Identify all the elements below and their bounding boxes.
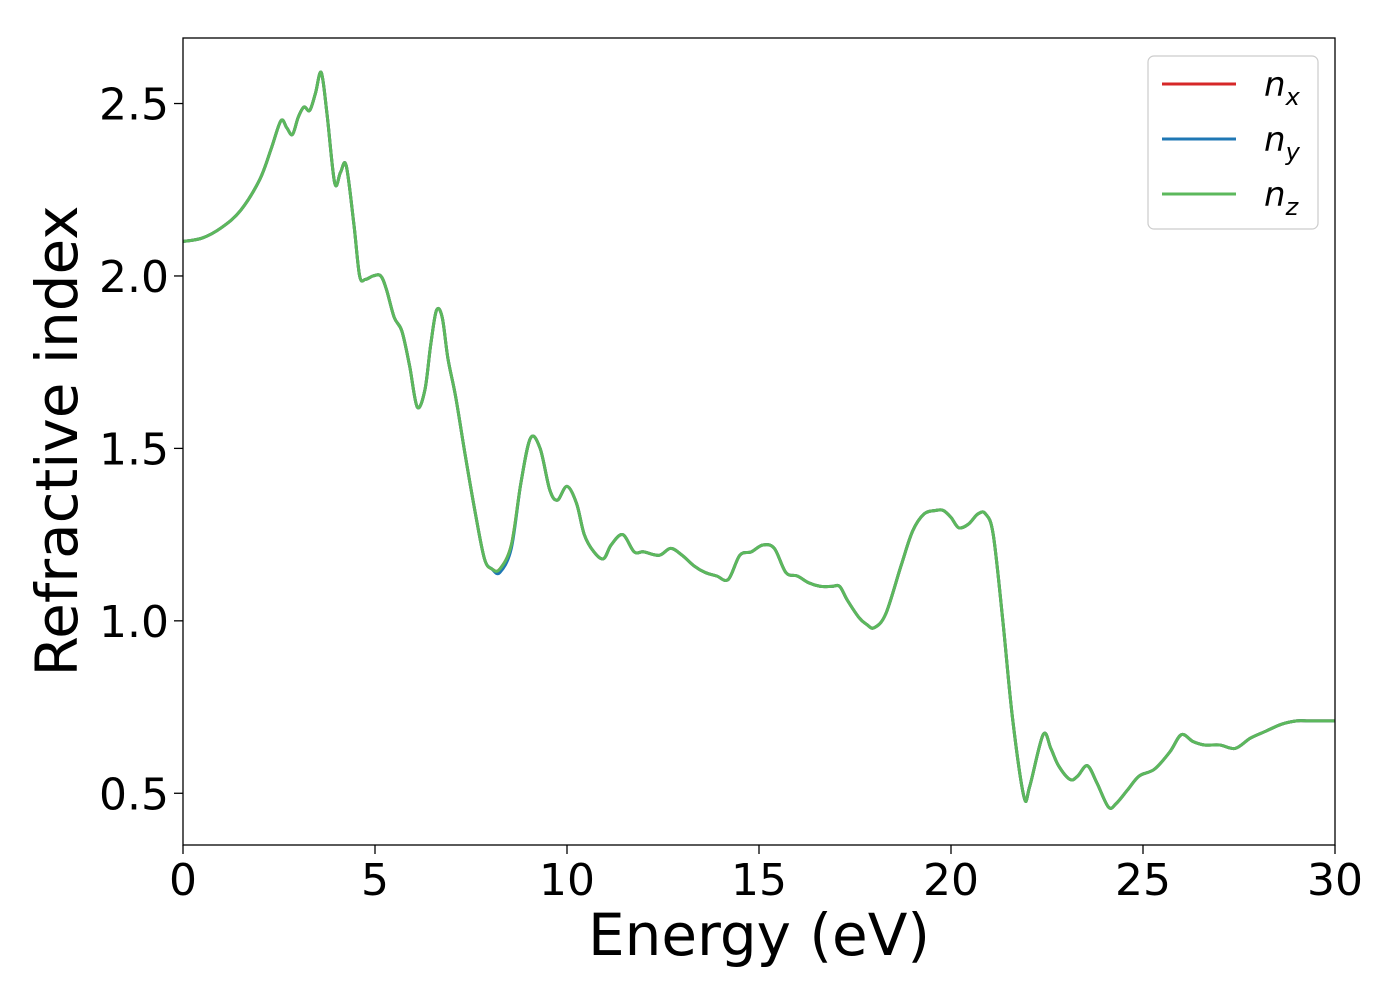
legend-label-n-z: nz: [1264, 175, 1300, 221]
legend-label-n-x: nx: [1264, 65, 1301, 111]
series-lines: [183, 70, 1335, 810]
y-tick-label: 2.0: [99, 252, 169, 303]
x-tick-label: 25: [1115, 855, 1171, 906]
y-tick-label: 0.5: [99, 769, 169, 820]
series-layer: [183, 70, 1335, 810]
y-tick-label: 2.5: [99, 80, 169, 131]
y-axis-label: Refractive index: [23, 205, 91, 676]
x-tick-label: 10: [539, 855, 595, 906]
x-axis-label: Energy (eV): [588, 901, 930, 969]
x-tick-label: 15: [731, 855, 787, 906]
y-tick-label: 1.5: [99, 424, 169, 475]
x-tick-label: 0: [169, 855, 197, 906]
series-line-n-z: [183, 70, 1335, 810]
y-axis: 0.5 1.0 1.5 2.0 2.5: [99, 80, 183, 820]
x-tick-label: 30: [1307, 855, 1363, 906]
legend: nx ny nz: [1147, 55, 1319, 230]
x-tick-label: 5: [361, 855, 389, 906]
y-tick-label: 1.0: [99, 597, 169, 648]
x-tick-label: 20: [923, 855, 979, 906]
x-axis: 0 5 10 15 20 25 30: [169, 845, 1363, 906]
legend-box: [1147, 55, 1319, 230]
legend-label-n-y: ny: [1264, 120, 1301, 166]
